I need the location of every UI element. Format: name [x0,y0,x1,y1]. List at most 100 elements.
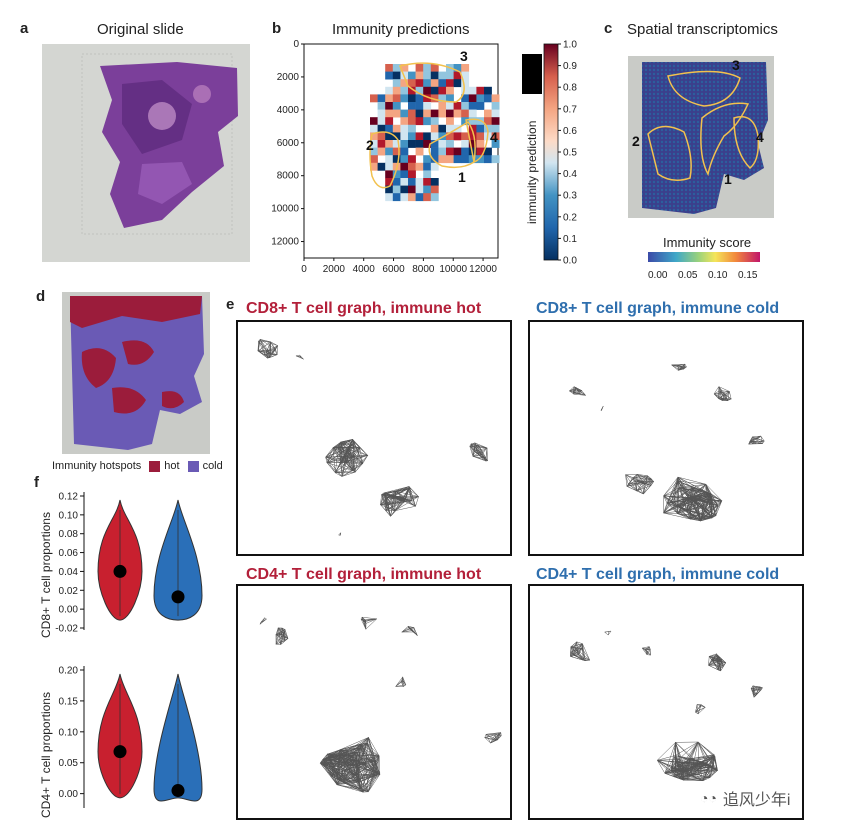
violin-y-tick: 0.02 [59,586,79,597]
violin-y-tick: 0.10 [59,510,79,521]
heatmap-y-tick: 0 [293,39,299,50]
heatmap-y-tick: 4000 [277,105,300,116]
spatial-region-outline-2 [647,125,692,181]
hotspot-legend: Immunity hotspots hot cold [52,460,223,472]
violin-median-marker [113,745,127,759]
heatmap-region-label-2: 2 [366,137,374,153]
colorbar-gradient [543,43,559,261]
heatmap-y-tick: 2000 [277,72,300,83]
panel-letter-a: a [20,20,29,37]
heatmap-y-tick: 6000 [277,138,300,149]
colorbar: 0.0 0.1 0.2 0.3 0.4 0.5 0.6 0.7 0.8 0.9 1.0 immuni… [522,40,577,267]
heatmap-x-tick: 2000 [323,264,346,275]
spatial-region-outline-3 [667,70,741,107]
violin-y-tick: 0.06 [59,548,79,559]
heatmap-x-tick: 4000 [353,264,376,275]
heatmap-x-tick: 0 [301,264,307,275]
violin-y-tick: 0.00 [59,605,79,616]
score-tick-1: 0.05 [678,270,698,281]
violin-y-tick: 0.08 [59,529,79,540]
heatmap-y-tick: 12000 [272,237,299,248]
violin-cd4: CD4+ T cell proportions 0.20 0.15 0.10 0.05… [39,666,203,818]
graph-title-cd4-hot: CD4+ T cell graph, immune hot [246,566,482,583]
spatial-region-outline-1 [700,102,750,177]
violin-median-marker [113,564,127,578]
colorbar-label: immunity prediction [525,121,539,224]
colorbar-tick: 0.3 [563,191,577,202]
spatial-transcriptomics-image: 3 2 1 4 [628,56,774,218]
hotspot-legend-label: Immunity hotspots [52,460,142,472]
watermark-text: 追风少年i [722,792,791,809]
immunity-score-colorbar: 0.00 0.05 0.10 0.15 [648,252,760,281]
heatmap-region-label-3: 3 [460,48,468,64]
heatmap-x-tick: 6000 [382,264,405,275]
score-tick-3: 0.15 [738,270,758,281]
cell-graph-cd8-hot [257,339,488,536]
violin-y-tick: 0.04 [59,567,79,578]
colorbar-tick: 0.9 [563,61,577,72]
panel-letter-f: f [34,474,39,491]
panel-title-spatial-transcriptomics: Spatial transcriptomics [627,21,778,38]
graph-title-cd8-cold: CD8+ T cell graph, immune cold [536,300,780,317]
cell-graph-cd4-hot [259,616,502,793]
violin-y-tick: 0.05 [59,758,79,769]
hot-swatch [149,460,161,472]
panel-letter-c: c [604,20,613,37]
violin-y-tick: 0.00 [59,789,79,800]
original-slide-image [42,44,250,262]
score-tick-2: 0.10 [708,270,728,281]
heatmap-region-outline-4 [465,118,489,163]
heatmap-x-tick: 10000 [439,264,467,275]
heatmap-x-tick: 12000 [469,264,497,275]
colorbar-tick: 0.2 [563,212,577,223]
spatial-region-label-1: 1 [724,171,732,187]
violin-median-marker [171,590,185,604]
panel-title-original-slide: Original slide [97,21,184,38]
heatmap-region-label-1: 1 [458,169,466,185]
colorbar-tick: 0.4 [563,169,577,180]
graph-box-cd8-cold [528,320,804,556]
cell-graph-cd8-cold [569,363,765,522]
heatmap-x-tick: 8000 [412,264,435,275]
spatial-region-label-4: 4 [756,129,764,145]
heatmap-y-tick: 10000 [272,204,299,215]
colorbar-black-block [522,54,542,94]
panel-letter-b: b [272,20,282,37]
score-tick-0: 0.00 [648,270,668,281]
violin-median-marker [171,784,185,798]
graph-box-cd4-hot [236,584,512,820]
panel-letter-e: e [226,296,235,313]
spatial-region-label-2: 2 [632,133,640,149]
violin-y-tick: 0.20 [59,666,79,677]
violin-y-tick: 0.15 [59,696,79,707]
immunity-heatmap: 0 2000 4000 6000 8000 10000 12000 020004000600… [272,39,500,275]
colorbar-tick: 0.8 [563,83,577,94]
violin-y-tick: 0.10 [59,727,79,738]
graph-box-cd8-hot [236,320,512,556]
violin-y-tick: 0.12 [59,492,79,503]
spatial-region-outline-4 [733,116,760,170]
watermark: ◔◔ 追风少年i [700,786,790,810]
spatial-region-label-3: 3 [732,57,740,73]
violin-y-tick: -0.02 [55,624,78,635]
immunity-hotspots-image [62,292,210,454]
panel-title-immunity-predictions: Immunity predictions [332,21,470,38]
colorbar-tick: 0.6 [563,126,577,137]
colorbar-tick: 0.7 [563,104,577,115]
colorbar-tick: 1.0 [563,40,577,51]
cell-graph-cd4-cold [570,630,763,782]
graph-title-cd8-hot: CD8+ T cell graph, immune hot [246,300,482,317]
cold-legend-label: cold [202,460,223,472]
panel-letter-d: d [36,288,46,305]
heatmap-region-outline-3 [398,62,465,103]
graph-title-cd4-cold: CD4+ T cell graph, immune cold [536,566,780,583]
hot-legend-label: hot [164,460,180,472]
heatmap-y-tick: 8000 [277,171,300,182]
colorbar-tick: 0.0 [563,256,577,267]
colorbar-tick: 0.1 [563,234,577,245]
immunity-score-label: Immunity score [663,235,752,250]
colorbar-tick: 0.5 [563,148,577,159]
wechat-icon: ◔◔ [700,790,717,806]
heatmap-region-outline-2 [369,131,400,189]
violin-cd4-ylabel: CD4+ T cell proportions [39,692,53,818]
